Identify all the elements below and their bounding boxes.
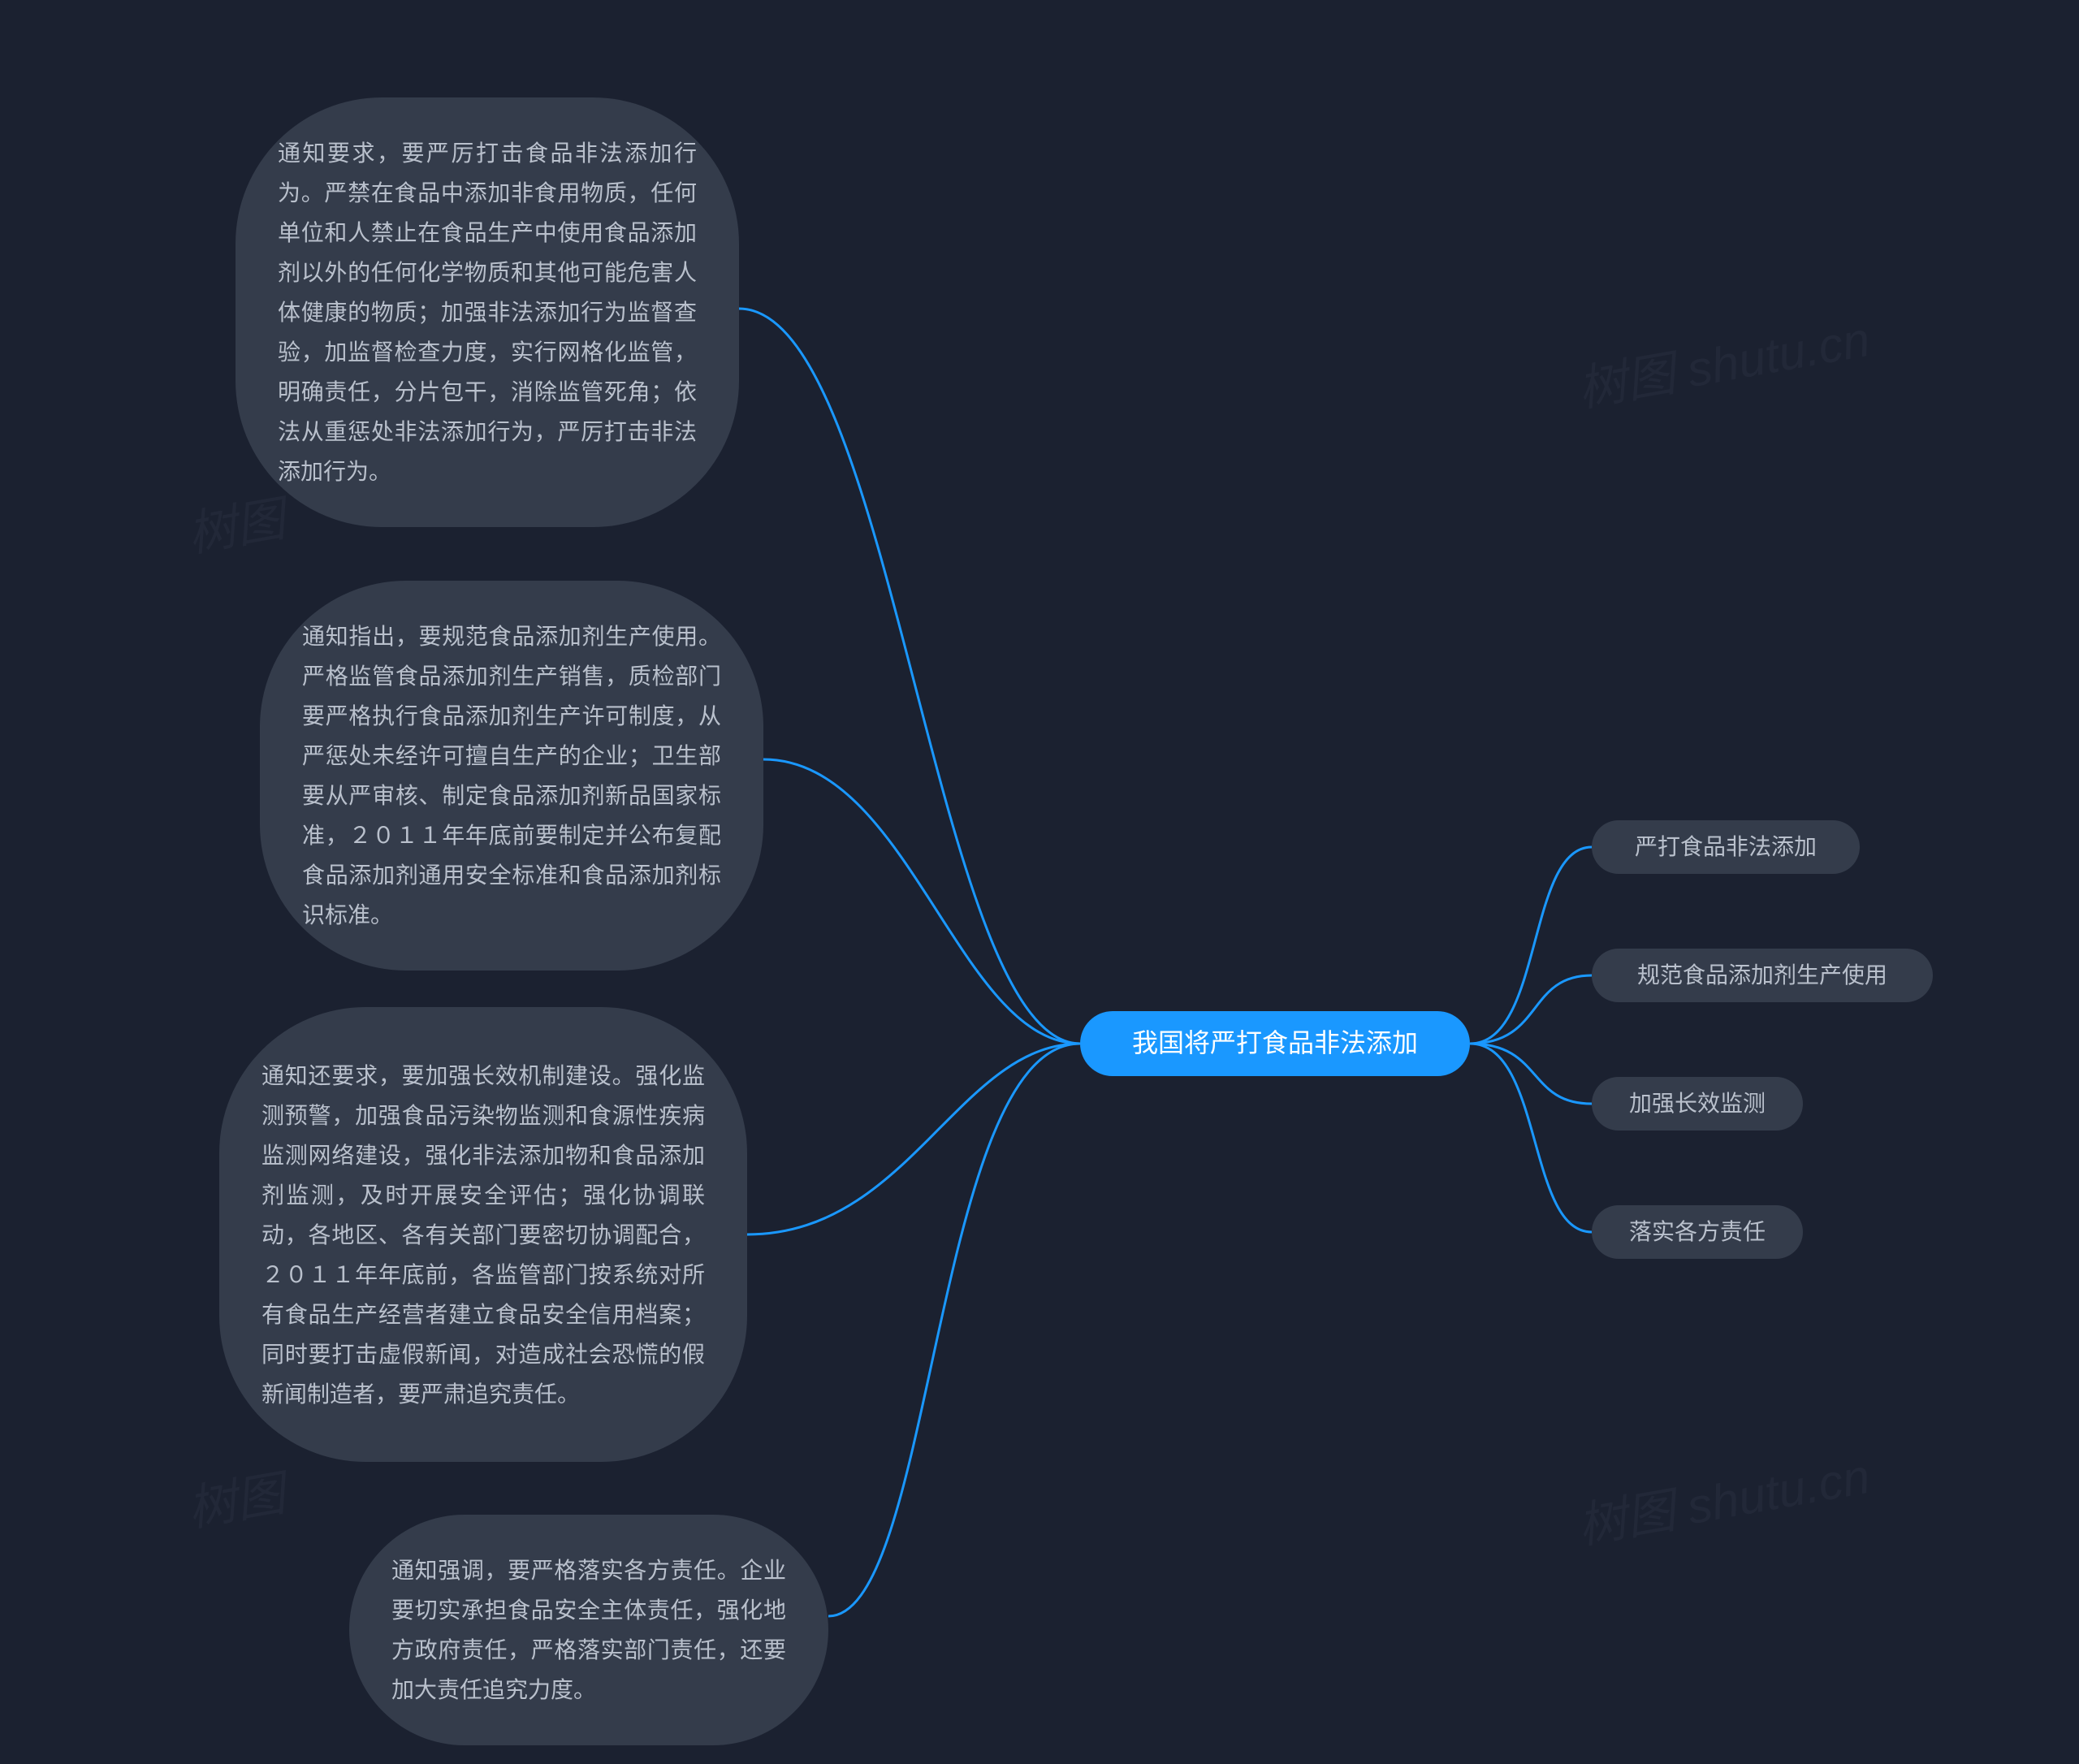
edge-s4	[1470, 1044, 1592, 1232]
center-node[interactable]: 我国将严打食品非法添加	[1080, 1011, 1470, 1076]
watermark: 树图 shutu.cn	[1571, 300, 1874, 421]
edge-d3	[747, 1044, 1080, 1234]
edge-d4	[828, 1044, 1080, 1616]
mindmap-canvas: 树图 shutu.cn树图 shutu.cn树图树图 我国将严打食品非法添加 通…	[0, 0, 2079, 1764]
detail-node-d1[interactable]: 通知要求，要严厉打击食品非法添加行为。严禁在食品中添加非食用物质，任何单位和人禁…	[236, 97, 739, 527]
edge-d2	[763, 759, 1080, 1044]
edge-s2	[1470, 975, 1592, 1044]
edge-s3	[1470, 1044, 1592, 1104]
summary-node-s4[interactable]: 落实各方责任	[1592, 1205, 1803, 1259]
watermark: 树图	[181, 1454, 289, 1541]
watermark: 树图	[181, 479, 289, 566]
watermark: 树图 shutu.cn	[1571, 1437, 1874, 1558]
summary-node-s3[interactable]: 加强长效监测	[1592, 1077, 1803, 1131]
detail-node-d3[interactable]: 通知还要求，要加强长效机制建设。强化监测预警，加强食品污染物监测和食源性疾病监测…	[219, 1007, 747, 1462]
edge-s1	[1470, 847, 1592, 1044]
detail-node-d2[interactable]: 通知指出，要规范食品添加剂生产使用。严格监管食品添加剂生产销售，质检部门要严格执…	[260, 581, 763, 971]
detail-node-d4[interactable]: 通知强调，要严格落实各方责任。企业要切实承担食品安全主体责任，强化地方政府责任，…	[349, 1515, 828, 1745]
summary-node-s1[interactable]: 严打食品非法添加	[1592, 820, 1860, 874]
summary-node-s2[interactable]: 规范食品添加剂生产使用	[1592, 949, 1933, 1002]
edge-d1	[739, 309, 1080, 1044]
